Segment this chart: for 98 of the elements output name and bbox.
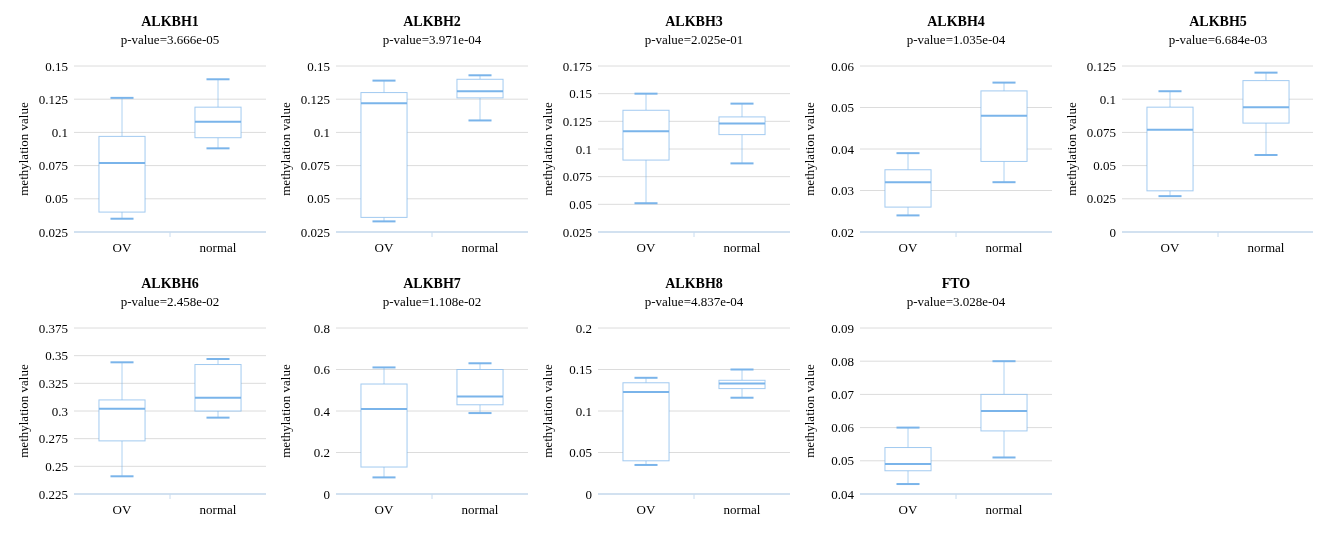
x-tick-label: OV	[112, 240, 132, 255]
chart-title: ALKBH7	[403, 276, 461, 291]
y-axis-title: methylation value	[16, 364, 31, 458]
y-tick-label: 0.125	[562, 113, 592, 129]
y-tick-label: 0.09	[831, 320, 854, 336]
chart-subtitle: p-value=4.837e-04	[644, 294, 744, 309]
x-tick-label: normal	[723, 240, 761, 255]
y-tick-label: 0.1	[313, 124, 330, 140]
x-tick-label: OV	[374, 240, 394, 255]
y-tick-label: 0.1	[575, 403, 592, 419]
x-tick-label: OV	[1160, 240, 1180, 255]
y-tick-label: 0.15	[569, 86, 592, 102]
y-axis-title: methylation value	[802, 364, 817, 458]
x-tick-label: normal	[199, 240, 237, 255]
y-tick-label: 0.075	[38, 158, 68, 174]
y-tick-label: 0.075	[300, 158, 330, 174]
y-tick-label: 0.04	[831, 486, 855, 502]
y-tick-label: 0.125	[1086, 58, 1116, 74]
x-tick-label: normal	[985, 240, 1023, 255]
y-tick-label: 0.325	[38, 375, 68, 391]
y-tick-label: 0.05	[307, 191, 330, 207]
y-tick-label: 0.05	[1093, 158, 1116, 174]
chart-title: ALKBH1	[141, 14, 199, 29]
y-tick-label: 0.05	[45, 191, 68, 207]
y-tick-label: 0	[323, 486, 330, 502]
chart-title: ALKBH4	[927, 14, 985, 29]
chart-subtitle: p-value=3.666e-05	[120, 32, 220, 47]
y-tick-label: 0.2	[575, 320, 592, 336]
y-tick-label: 0.025	[1086, 191, 1116, 207]
x-tick-label: normal	[461, 240, 499, 255]
y-tick-label: 0.15	[569, 362, 592, 378]
y-tick-label: 0.125	[300, 91, 330, 107]
x-tick-label: OV	[898, 502, 918, 517]
x-tick-label: OV	[636, 240, 656, 255]
y-tick-label: 0	[585, 486, 592, 502]
y-tick-label: 0.6	[313, 362, 331, 378]
y-axis-title: methylation value	[540, 364, 555, 458]
y-tick-label: 0.02	[831, 224, 854, 240]
chart-subtitle: p-value=6.684e-03	[1168, 32, 1268, 47]
y-tick-label: 0.175	[562, 58, 592, 74]
y-tick-label: 0.15	[307, 58, 330, 74]
y-tick-label: 0.03	[831, 183, 854, 199]
y-axis-title: methylation value	[1064, 102, 1079, 196]
y-tick-label: 0.075	[562, 169, 592, 185]
y-tick-label: 0.275	[38, 431, 68, 447]
y-tick-label: 0.06	[831, 58, 855, 74]
chart-title: ALKBH5	[1189, 14, 1247, 29]
y-axis-title: methylation value	[16, 102, 31, 196]
y-tick-label: 0.4	[313, 403, 331, 419]
y-tick-label: 0.35	[45, 348, 68, 364]
y-tick-label: 0.375	[38, 320, 68, 336]
y-tick-label: 0.05	[831, 453, 854, 469]
y-tick-label: 0.3	[51, 403, 68, 419]
y-tick-label: 0.1	[1099, 91, 1116, 107]
y-tick-label: 0.05	[831, 100, 854, 116]
y-axis-title: methylation value	[278, 364, 293, 458]
x-tick-label: OV	[898, 240, 918, 255]
y-axis-title: methylation value	[802, 102, 817, 196]
y-tick-label: 0.025	[300, 224, 330, 240]
y-tick-label: 0.06	[831, 420, 855, 436]
y-tick-label: 0.025	[562, 224, 592, 240]
chart-subtitle: p-value=2.025e-01	[644, 32, 744, 47]
y-tick-label: 0.025	[38, 224, 68, 240]
chart-title: ALKBH8	[665, 276, 723, 291]
y-tick-label: 0.8	[313, 320, 330, 336]
y-tick-label: 0.075	[1086, 124, 1116, 140]
x-tick-label: OV	[636, 502, 656, 517]
y-tick-label: 0.225	[38, 486, 68, 502]
y-axis-title: methylation value	[540, 102, 555, 196]
y-tick-label: 0.25	[45, 458, 68, 474]
chart-title: ALKBH2	[403, 14, 461, 29]
x-tick-label: normal	[1247, 240, 1285, 255]
chart-title: ALKBH6	[141, 276, 199, 291]
chart-subtitle: p-value=1.035e-04	[906, 32, 1006, 47]
x-tick-label: normal	[723, 502, 761, 517]
y-tick-label: 0.08	[831, 353, 854, 369]
y-tick-label: 0.1	[575, 141, 592, 157]
x-tick-label: OV	[112, 502, 132, 517]
y-tick-label: 0.2	[313, 445, 330, 461]
chart-subtitle: p-value=2.458e-02	[120, 294, 220, 309]
y-tick-label: 0.125	[38, 91, 68, 107]
x-tick-label: OV	[374, 502, 394, 517]
y-tick-label: 0.05	[569, 196, 592, 212]
x-tick-label: normal	[199, 502, 237, 517]
chart-title: FTO	[941, 276, 971, 291]
chart-title: ALKBH3	[665, 14, 723, 29]
y-tick-label: 0.1	[51, 124, 68, 140]
chart-subtitle: p-value=1.108e-02	[382, 294, 482, 309]
y-tick-label: 0.07	[831, 386, 855, 402]
y-tick-label: 0.15	[45, 58, 68, 74]
x-tick-label: normal	[461, 502, 499, 517]
y-tick-label: 0	[1109, 224, 1116, 240]
y-tick-label: 0.04	[831, 141, 855, 157]
y-tick-label: 0.05	[569, 445, 592, 461]
y-axis-title: methylation value	[278, 102, 293, 196]
chart-subtitle: p-value=3.971e-04	[382, 32, 482, 47]
chart-subtitle: p-value=3.028e-04	[906, 294, 1006, 309]
x-tick-label: normal	[985, 502, 1023, 517]
